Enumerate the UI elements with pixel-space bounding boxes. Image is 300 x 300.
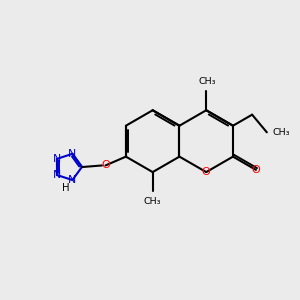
Text: N: N	[68, 149, 76, 159]
Text: CH₃: CH₃	[273, 128, 290, 137]
Text: N: N	[68, 175, 76, 185]
Text: O: O	[202, 167, 211, 177]
Text: CH₃: CH₃	[199, 77, 216, 86]
Text: O: O	[252, 165, 260, 175]
Text: CH₃: CH₃	[144, 196, 161, 206]
Text: N: N	[53, 154, 61, 164]
Text: N: N	[53, 170, 61, 180]
Text: H: H	[62, 183, 70, 193]
Text: O: O	[101, 160, 110, 170]
